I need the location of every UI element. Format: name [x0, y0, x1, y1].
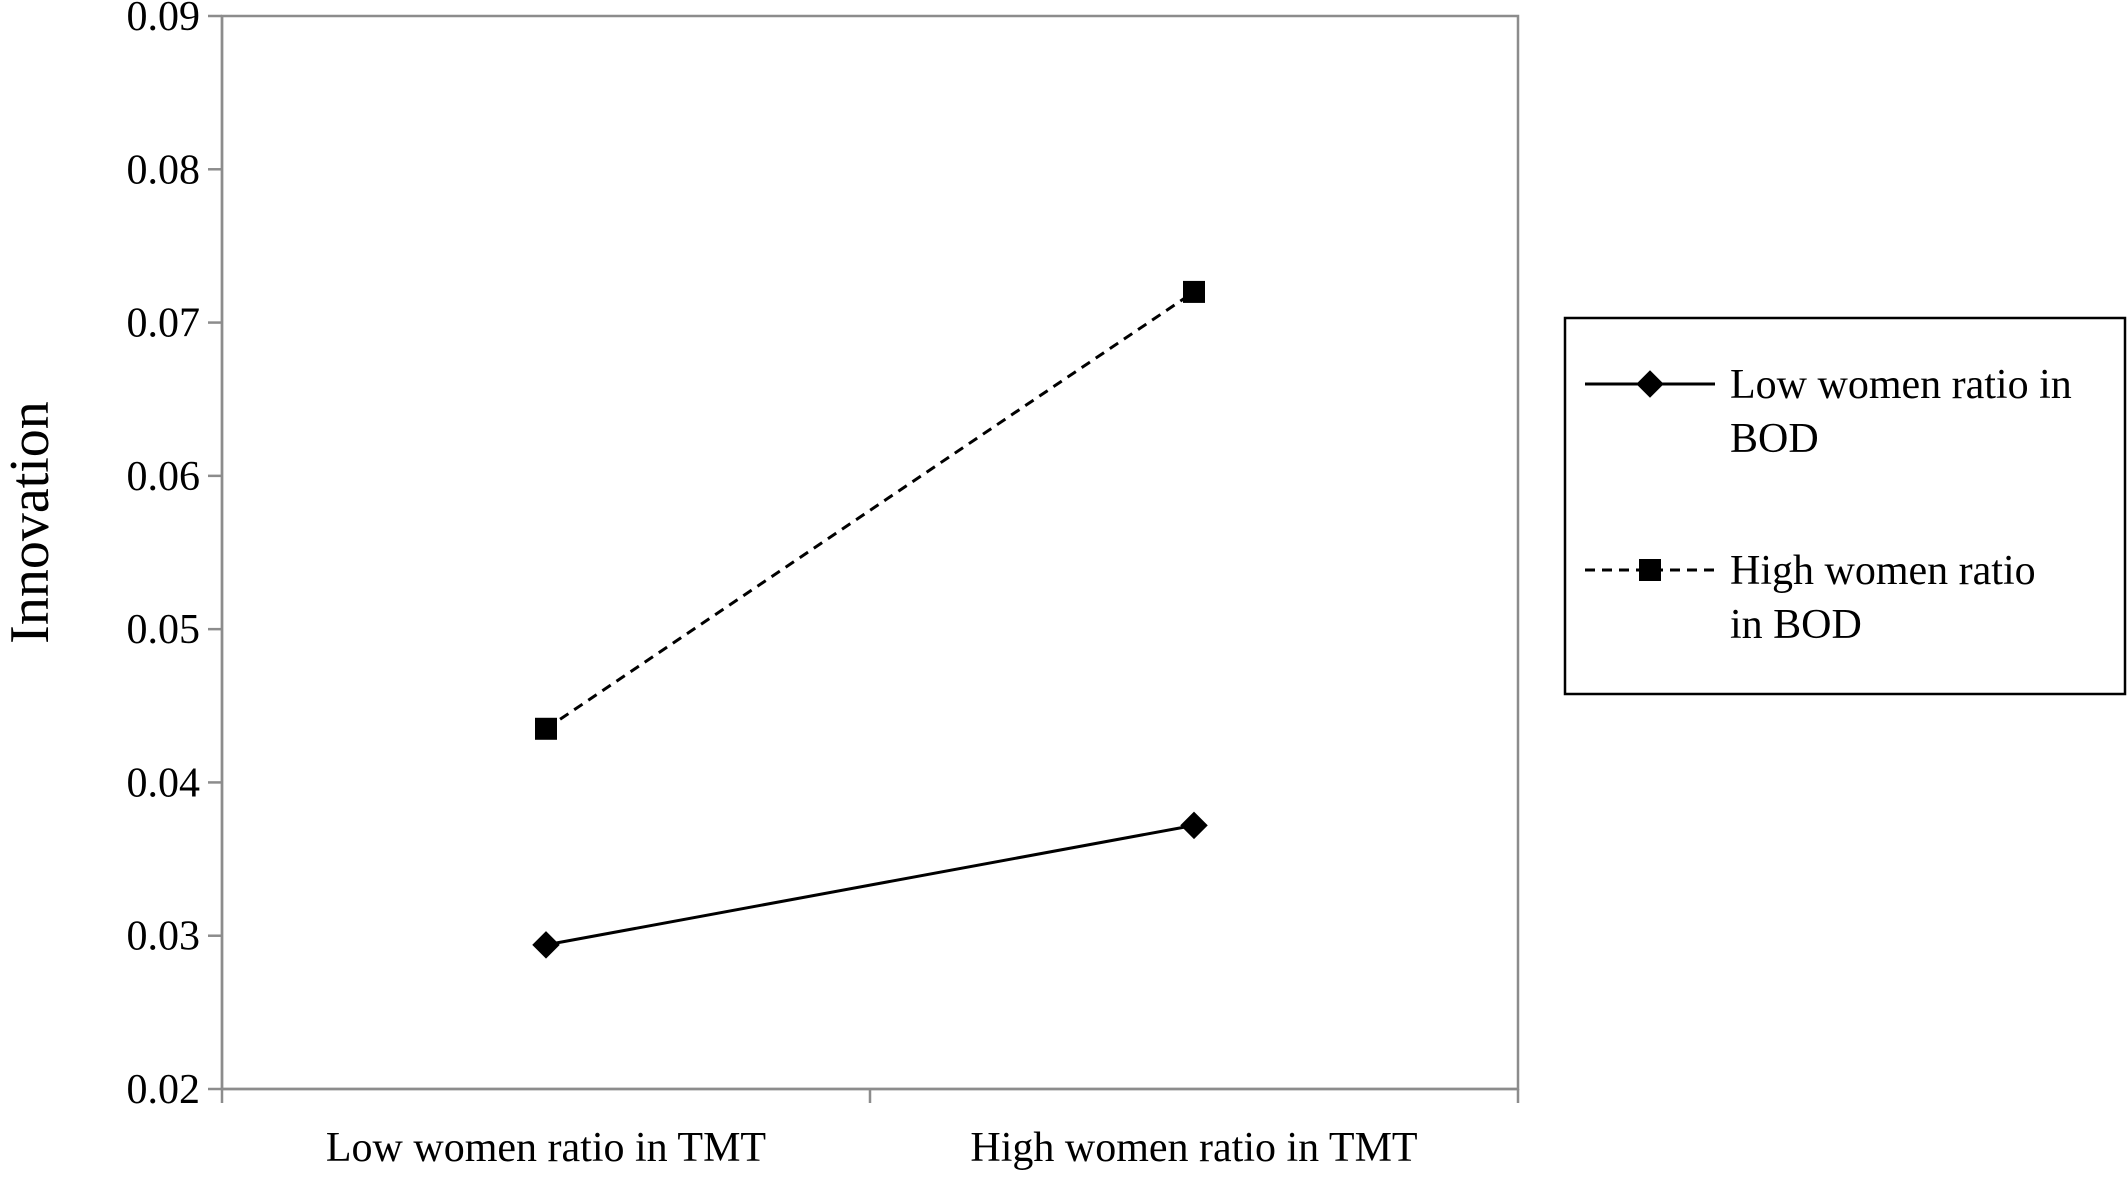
series-1-point-1 [532, 931, 560, 959]
legend-label-1: Low women ratio in [1730, 362, 2072, 408]
x-axis-ticks: Low women ratio in TMT High women ratio i… [220, 1089, 1520, 1171]
y-tick-label: 0.04 [127, 760, 201, 806]
series-layer [532, 280, 1208, 959]
legend: Low women ratio in BOD High women ratio in … [1563, 316, 2127, 696]
series-1-point-2 [1180, 811, 1208, 840]
y-tick-label: 0.02 [127, 1067, 201, 1113]
legend-marker-2 [1639, 559, 1661, 581]
y-tick-label: 0.07 [127, 301, 201, 347]
y-axis-title: Innovation [0, 401, 61, 644]
series-2-point-2 [1183, 280, 1205, 303]
y-tick-label: 0.06 [127, 454, 201, 500]
series-line-2 [545, 290, 1195, 731]
x-tick-label: Low women ratio in TMT [326, 1125, 766, 1171]
legend-label-2: in BOD [1730, 602, 1862, 648]
legend-marker-1 [1636, 370, 1664, 398]
series-2-point-1 [535, 717, 557, 740]
y-tick-label: 0.03 [127, 914, 201, 960]
y-tick-label: 0.05 [127, 607, 201, 653]
x-tick-label: High women ratio in TMT [970, 1125, 1417, 1171]
y-axis-ticks: 0.02 0.03 0.04 0.05 0.06 0.07 0.08 0.09 [127, 0, 222, 1113]
legend-label-2: High women ratio [1730, 548, 2036, 594]
series-line-1 [545, 823, 1195, 947]
y-tick-label: 0.08 [127, 147, 201, 193]
plot-area [220, 14, 1520, 1091]
legend-label-1: BOD [1730, 416, 1819, 462]
y-tick-label: 0.09 [127, 0, 201, 40]
